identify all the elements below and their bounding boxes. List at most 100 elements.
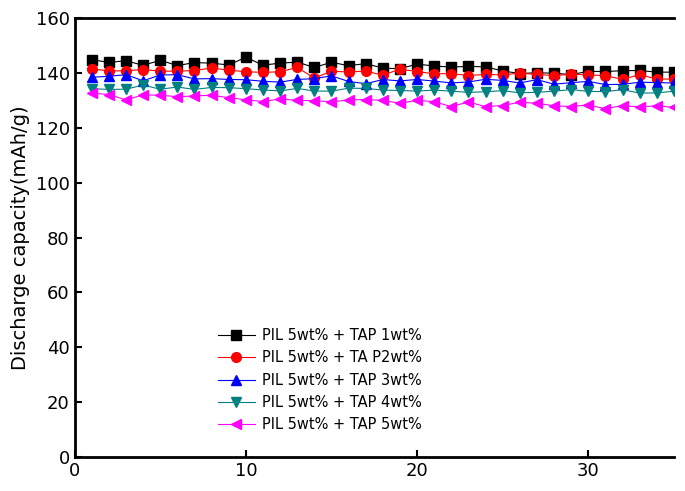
Line: PIL 5wt% + TAP 3wt%: PIL 5wt% + TAP 3wt% bbox=[87, 70, 679, 89]
PIL 5wt% + TAP 1wt% bbox=[619, 68, 627, 74]
PIL 5wt% + TA P2wt% bbox=[208, 65, 216, 71]
PIL 5wt% + TAP 5wt% bbox=[499, 103, 507, 109]
PIL 5wt% + TAP 4wt% bbox=[293, 85, 301, 91]
PIL 5wt% + TAP 3wt% bbox=[482, 76, 490, 82]
PIL 5wt% + TAP 3wt% bbox=[225, 77, 233, 82]
PIL 5wt% + TAP 4wt% bbox=[550, 88, 558, 94]
PIL 5wt% + TAP 4wt% bbox=[464, 89, 473, 95]
PIL 5wt% + TAP 1wt% bbox=[208, 60, 216, 66]
PIL 5wt% + TAP 4wt% bbox=[636, 90, 644, 96]
Line: PIL 5wt% + TA P2wt%: PIL 5wt% + TA P2wt% bbox=[87, 62, 679, 84]
PIL 5wt% + TAP 4wt% bbox=[327, 88, 336, 94]
PIL 5wt% + TAP 1wt% bbox=[584, 68, 593, 74]
PIL 5wt% + TAP 4wt% bbox=[122, 86, 130, 92]
PIL 5wt% + TA P2wt% bbox=[482, 71, 490, 77]
PIL 5wt% + TAP 1wt% bbox=[550, 70, 558, 76]
PIL 5wt% + TAP 5wt% bbox=[225, 95, 233, 101]
PIL 5wt% + TAP 5wt% bbox=[430, 99, 438, 105]
PIL 5wt% + TAP 4wt% bbox=[413, 88, 421, 94]
PIL 5wt% + TAP 5wt% bbox=[379, 97, 387, 103]
Y-axis label: Discharge capacity(mAh/g): Discharge capacity(mAh/g) bbox=[11, 105, 30, 370]
PIL 5wt% + TAP 3wt% bbox=[670, 80, 678, 86]
PIL 5wt% + TAP 4wt% bbox=[225, 85, 233, 91]
PIL 5wt% + TA P2wt% bbox=[139, 67, 147, 73]
PIL 5wt% + TAP 1wt% bbox=[533, 70, 541, 76]
PIL 5wt% + TAP 3wt% bbox=[379, 77, 387, 82]
PIL 5wt% + TAP 3wt% bbox=[327, 73, 336, 79]
PIL 5wt% + TAP 3wt% bbox=[88, 74, 96, 80]
PIL 5wt% + TAP 5wt% bbox=[482, 104, 490, 109]
PIL 5wt% + TAP 3wt% bbox=[636, 79, 644, 85]
PIL 5wt% + TAP 5wt% bbox=[447, 104, 456, 109]
PIL 5wt% + TAP 3wt% bbox=[413, 77, 421, 82]
PIL 5wt% + TA P2wt% bbox=[379, 72, 387, 78]
PIL 5wt% + TAP 5wt% bbox=[190, 93, 199, 99]
PIL 5wt% + TAP 4wt% bbox=[482, 89, 490, 95]
PIL 5wt% + TAP 3wt% bbox=[447, 80, 456, 86]
PIL 5wt% + TAP 3wt% bbox=[516, 80, 524, 86]
PIL 5wt% + TAP 5wt% bbox=[396, 100, 404, 106]
PIL 5wt% + TAP 4wt% bbox=[139, 82, 147, 88]
PIL 5wt% + TAP 4wt% bbox=[516, 90, 524, 96]
PIL 5wt% + TAP 3wt% bbox=[430, 78, 438, 84]
PIL 5wt% + TAP 4wt% bbox=[310, 88, 319, 94]
PIL 5wt% + TAP 3wt% bbox=[208, 76, 216, 82]
PIL 5wt% + TAP 1wt% bbox=[88, 56, 96, 62]
PIL 5wt% + TAP 3wt% bbox=[464, 79, 473, 85]
PIL 5wt% + TAP 4wt% bbox=[584, 88, 593, 94]
PIL 5wt% + TAP 5wt% bbox=[327, 99, 336, 105]
PIL 5wt% + TAP 1wt% bbox=[567, 72, 575, 78]
PIL 5wt% + TAP 3wt% bbox=[584, 79, 593, 84]
PIL 5wt% + TA P2wt% bbox=[636, 72, 644, 78]
PIL 5wt% + TA P2wt% bbox=[310, 75, 319, 81]
PIL 5wt% + TAP 5wt% bbox=[584, 102, 593, 108]
PIL 5wt% + TAP 4wt% bbox=[242, 86, 250, 92]
PIL 5wt% + TAP 4wt% bbox=[396, 87, 404, 93]
PIL 5wt% + TA P2wt% bbox=[464, 73, 473, 79]
PIL 5wt% + TAP 1wt% bbox=[653, 69, 661, 75]
PIL 5wt% + TAP 4wt% bbox=[208, 84, 216, 90]
PIL 5wt% + TAP 4wt% bbox=[88, 86, 96, 92]
PIL 5wt% + TAP 5wt% bbox=[139, 92, 147, 98]
PIL 5wt% + TAP 4wt% bbox=[670, 88, 678, 94]
PIL 5wt% + TAP 1wt% bbox=[516, 71, 524, 77]
PIL 5wt% + TAP 3wt% bbox=[533, 77, 541, 82]
PIL 5wt% + TAP 4wt% bbox=[362, 85, 370, 91]
PIL 5wt% + TAP 3wt% bbox=[293, 77, 301, 82]
PIL 5wt% + TA P2wt% bbox=[362, 68, 370, 74]
PIL 5wt% + TAP 4wt% bbox=[499, 88, 507, 94]
PIL 5wt% + TAP 1wt% bbox=[105, 59, 113, 65]
PIL 5wt% + TAP 1wt% bbox=[636, 68, 644, 74]
PIL 5wt% + TAP 1wt% bbox=[225, 62, 233, 68]
PIL 5wt% + TAP 4wt% bbox=[619, 87, 627, 93]
Legend: PIL 5wt% + TAP 1wt%, PIL 5wt% + TA P2wt%, PIL 5wt% + TAP 3wt%, PIL 5wt% + TAP 4w: PIL 5wt% + TAP 1wt%, PIL 5wt% + TA P2wt%… bbox=[214, 324, 426, 436]
PIL 5wt% + TAP 1wt% bbox=[396, 66, 404, 72]
PIL 5wt% + TAP 1wt% bbox=[379, 65, 387, 71]
PIL 5wt% + TAP 3wt% bbox=[619, 82, 627, 87]
PIL 5wt% + TA P2wt% bbox=[88, 66, 96, 72]
PIL 5wt% + TAP 1wt% bbox=[139, 62, 147, 68]
PIL 5wt% + TA P2wt% bbox=[122, 68, 130, 74]
PIL 5wt% + TAP 3wt% bbox=[105, 73, 113, 79]
PIL 5wt% + TAP 4wt% bbox=[156, 86, 164, 92]
PIL 5wt% + TAP 1wt% bbox=[482, 64, 490, 70]
PIL 5wt% + TAP 1wt% bbox=[464, 63, 473, 69]
PIL 5wt% + TAP 1wt% bbox=[190, 59, 199, 65]
PIL 5wt% + TA P2wt% bbox=[447, 71, 456, 77]
PIL 5wt% + TA P2wt% bbox=[156, 68, 164, 74]
PIL 5wt% + TAP 5wt% bbox=[636, 104, 644, 110]
PIL 5wt% + TAP 1wt% bbox=[293, 59, 301, 65]
PIL 5wt% + TA P2wt% bbox=[601, 73, 610, 79]
PIL 5wt% + TAP 3wt% bbox=[242, 77, 250, 82]
Line: PIL 5wt% + TAP 1wt%: PIL 5wt% + TAP 1wt% bbox=[87, 53, 679, 80]
PIL 5wt% + TAP 5wt% bbox=[345, 97, 353, 103]
PIL 5wt% + TAP 5wt% bbox=[208, 92, 216, 98]
PIL 5wt% + TAP 1wt% bbox=[447, 64, 456, 70]
PIL 5wt% + TAP 5wt% bbox=[310, 98, 319, 104]
PIL 5wt% + TAP 1wt% bbox=[276, 60, 284, 66]
PIL 5wt% + TA P2wt% bbox=[567, 71, 575, 77]
PIL 5wt% + TA P2wt% bbox=[327, 68, 336, 74]
PIL 5wt% + TA P2wt% bbox=[516, 70, 524, 76]
PIL 5wt% + TAP 3wt% bbox=[139, 78, 147, 84]
PIL 5wt% + TAP 4wt% bbox=[379, 87, 387, 93]
